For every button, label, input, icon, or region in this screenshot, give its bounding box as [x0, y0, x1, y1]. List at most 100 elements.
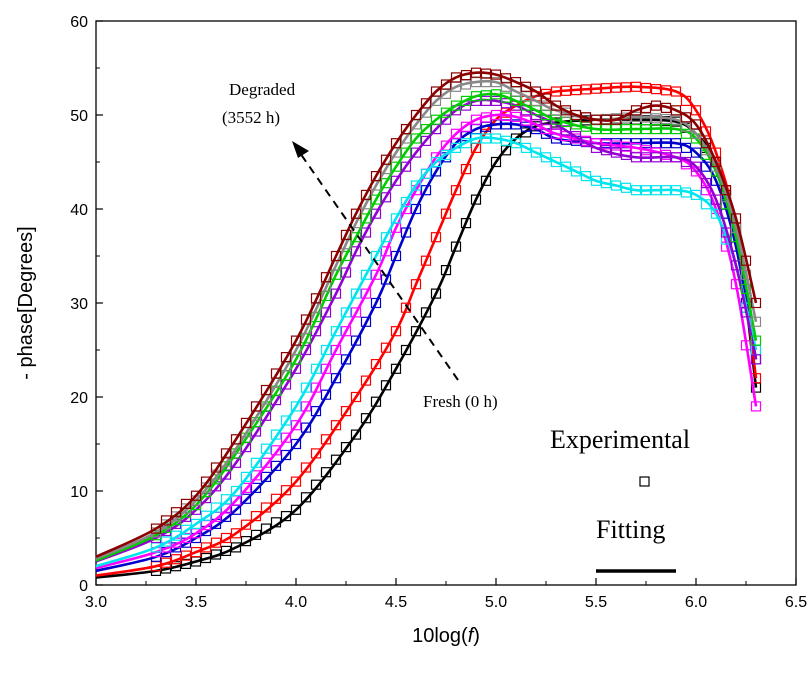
data-point: [650, 185, 662, 196]
data-point: [360, 213, 372, 224]
data-point: [430, 156, 442, 168]
data-point: [300, 382, 312, 393]
data-point: [180, 498, 192, 509]
data-point: [620, 182, 632, 193]
data-point: [470, 67, 482, 78]
data-point: [340, 354, 352, 365]
data-point: [720, 185, 732, 196]
data-point: [410, 109, 422, 121]
data-point: [470, 91, 482, 102]
data-point: [170, 554, 182, 565]
data-point: [580, 112, 592, 123]
data-point: [240, 471, 252, 482]
data-point: [420, 185, 432, 196]
data-point: [360, 189, 372, 200]
data-point: [640, 102, 652, 114]
data-point: [200, 476, 212, 487]
data-point: [450, 241, 462, 252]
fit-line: [95, 136, 758, 568]
data-point: [470, 114, 482, 125]
data-point: [360, 375, 372, 386]
data-point: [370, 194, 382, 205]
data-point: [400, 123, 412, 135]
data-point: [300, 492, 312, 503]
legend-experimental-marker: [639, 476, 650, 487]
data-point: [350, 246, 362, 257]
data-point: [750, 401, 762, 412]
degraded-arrowhead: [292, 141, 309, 158]
data-point: [270, 493, 282, 504]
data-point: [260, 457, 272, 468]
data-point: [550, 100, 562, 111]
data-point: [610, 140, 622, 151]
data-point: [730, 213, 742, 224]
axis-layer: 3.0 3.5 4.0 4.5 5.0 5.5 6.0 6.5 0 10 20 30 40 50 60: [70, 14, 807, 611]
data-point: [640, 145, 652, 156]
data-point: [700, 199, 712, 210]
data-point: [500, 73, 512, 84]
data-point: [390, 175, 402, 186]
data-point: [430, 288, 442, 299]
data-point: [220, 545, 232, 557]
data-point: [320, 467, 332, 478]
data-point: [290, 504, 302, 515]
data-point: [260, 502, 272, 513]
data-point: [250, 482, 262, 493]
fresh-label: Fresh (0 h): [423, 392, 498, 411]
data-point: [350, 429, 362, 440]
data-point: [330, 250, 342, 262]
data-point: [450, 128, 462, 139]
x-tick-label: 6.5: [785, 594, 807, 611]
data-point: [490, 89, 502, 100]
data-point: [400, 161, 412, 172]
data-point: [500, 98, 512, 109]
data-point: [680, 187, 692, 198]
data-point: [250, 401, 262, 412]
data-point: [640, 185, 652, 196]
data-point: [340, 229, 352, 240]
data-point: [260, 384, 272, 396]
y-tick-label: 20: [70, 390, 88, 407]
data-point: [250, 470, 262, 481]
data-point: [250, 511, 262, 522]
data-point: [480, 175, 492, 186]
data-point: [340, 406, 352, 417]
data-point: [630, 152, 642, 163]
data-point: [600, 83, 612, 94]
data-point: [350, 208, 362, 219]
data-point: [490, 133, 502, 144]
data-point: [390, 326, 402, 337]
data-point: [710, 156, 722, 168]
data-point: [270, 445, 282, 456]
data-point: [630, 111, 642, 123]
data-point: [320, 363, 332, 374]
data-point: [200, 542, 212, 553]
data-point: [350, 232, 362, 243]
data-point: [390, 161, 402, 172]
x-axis-title: 10log(f): [412, 625, 480, 647]
data-point: [620, 123, 632, 135]
data-point: [640, 152, 652, 163]
data-point: [330, 344, 342, 356]
data-point: [420, 255, 432, 266]
data-point: [610, 147, 622, 158]
data-point: [530, 86, 542, 97]
data-point: [520, 127, 532, 138]
data-point: [500, 92, 512, 103]
data-point: [580, 136, 592, 148]
data-point: [280, 415, 292, 426]
data-point: [660, 185, 672, 196]
data-point: [680, 142, 692, 153]
data-point: [370, 359, 382, 370]
data-point: [210, 462, 222, 473]
data-point: [320, 434, 332, 445]
data-point: [700, 138, 712, 149]
degraded-arrow: [299, 152, 459, 381]
data-point: [380, 232, 392, 243]
data-point: [360, 316, 372, 327]
data-point: [300, 462, 312, 473]
data-point: [660, 138, 672, 149]
data-point: [460, 95, 472, 107]
data-point: [470, 133, 482, 144]
